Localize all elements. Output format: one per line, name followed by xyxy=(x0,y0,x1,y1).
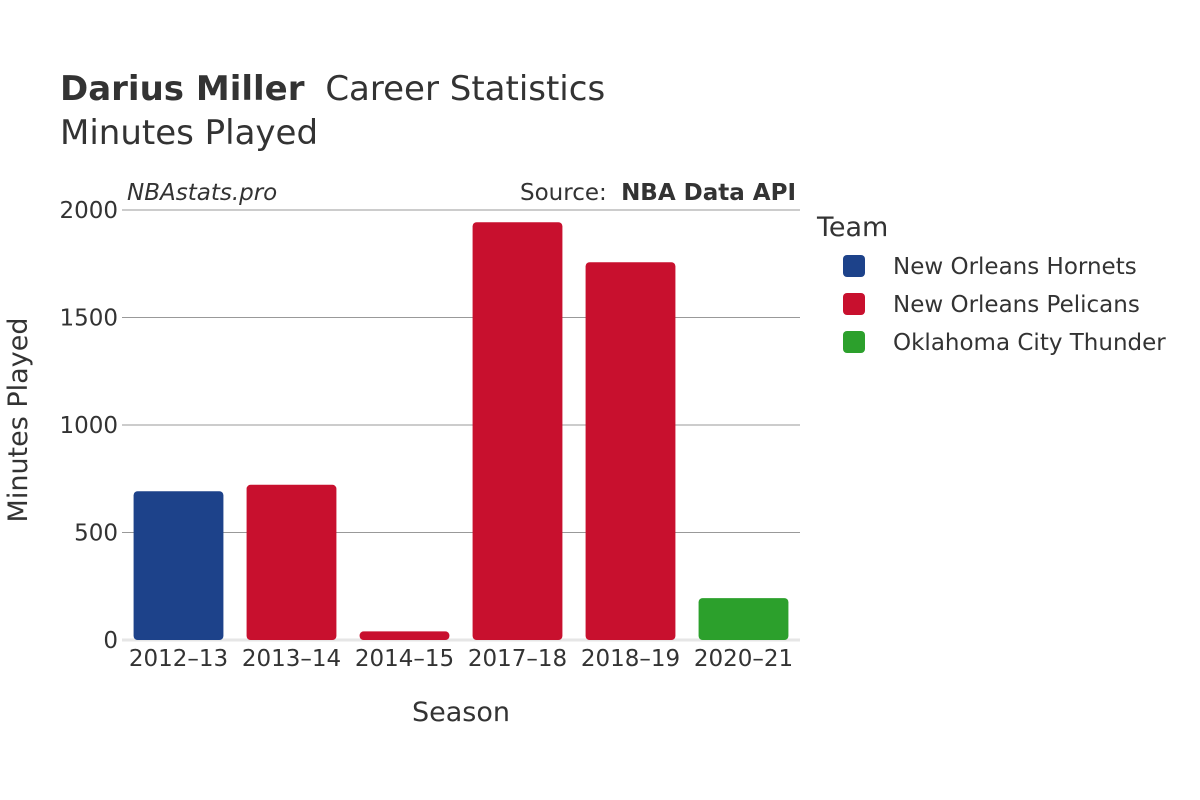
bar xyxy=(133,491,224,640)
x-tick-labels: 2012–13 2013–14 2014–15 2017–18 2018–19 2020–… xyxy=(129,646,793,672)
y-tick-labels: 0 500 1000 1500 2000 xyxy=(59,198,118,654)
legend-title: Team xyxy=(816,212,888,243)
y-tick-label: 2000 xyxy=(59,198,118,224)
source-prefix: Source: xyxy=(520,180,607,206)
watermark: NBAstats.pro xyxy=(127,180,277,206)
bars xyxy=(133,222,789,640)
legend-swatch xyxy=(843,293,865,315)
legend-label: New Orleans Pelicans xyxy=(893,292,1140,318)
x-tick-label: 2013–14 xyxy=(242,646,341,672)
bar xyxy=(472,222,563,640)
x-tick-label: 2018–19 xyxy=(581,646,680,672)
legend-label: New Orleans Hornets xyxy=(893,254,1137,280)
x-tick-label: 2017–18 xyxy=(468,646,567,672)
legend-swatch xyxy=(843,255,865,277)
legend: New Orleans Hornets New Orleans Pelicans O… xyxy=(843,254,1166,356)
y-axis-title: Minutes Played xyxy=(3,318,34,523)
y-tick-label: 1500 xyxy=(59,306,118,332)
y-tick-label: 0 xyxy=(103,628,118,654)
bar xyxy=(359,631,450,640)
bar xyxy=(698,598,789,640)
source-name: NBA Data API xyxy=(621,180,796,206)
title-suffix: Career Statistics xyxy=(325,69,605,109)
legend-label: Oklahoma City Thunder xyxy=(893,330,1166,356)
player-name: Darius Miller xyxy=(60,69,305,109)
legend-swatch xyxy=(843,331,865,353)
chart-subtitle: Minutes Played xyxy=(60,113,318,153)
x-axis-title: Season xyxy=(412,697,510,728)
source-note: Source: NBA Data API xyxy=(520,180,796,206)
x-tick-label: 2020–21 xyxy=(694,646,793,672)
x-tick-label: 2012–13 xyxy=(129,646,228,672)
gridlines xyxy=(122,209,800,642)
x-tick-label: 2014–15 xyxy=(355,646,454,672)
bar xyxy=(585,262,676,640)
chart-title: Darius Miller Career Statistics xyxy=(60,69,605,109)
y-tick-label: 500 xyxy=(74,521,118,547)
y-tick-label: 1000 xyxy=(59,413,118,439)
bar xyxy=(246,484,337,640)
